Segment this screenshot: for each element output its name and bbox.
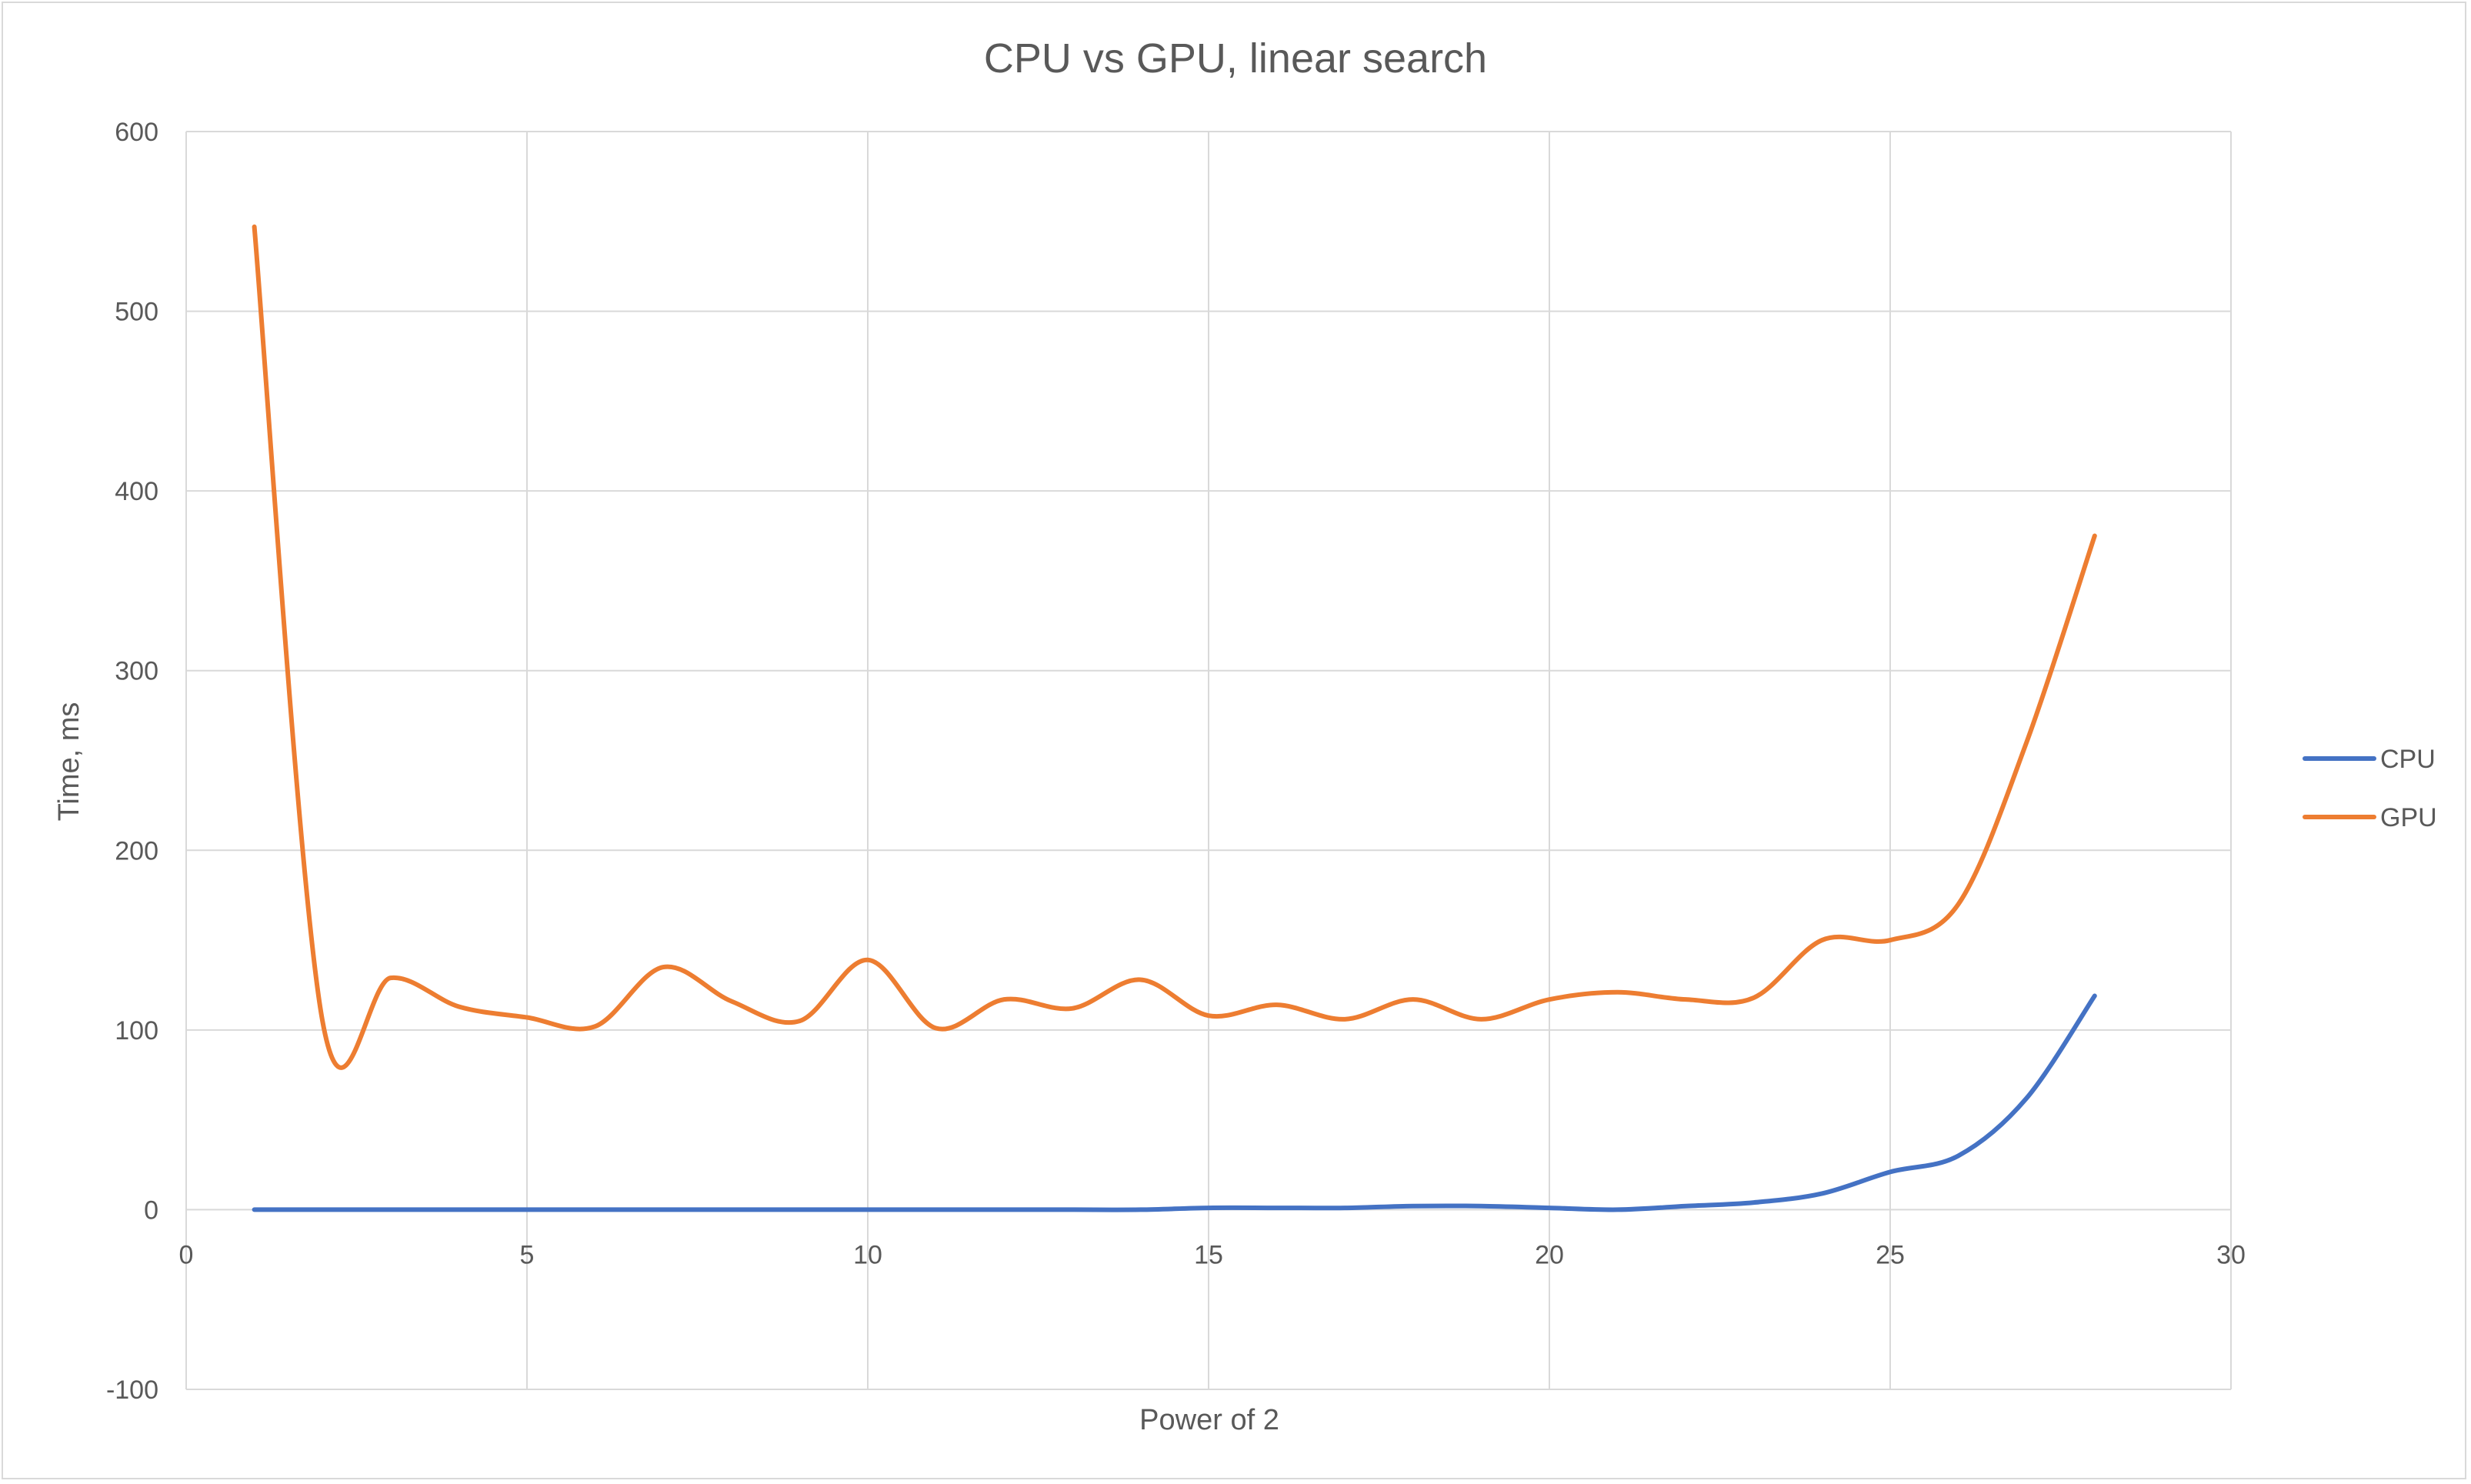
- legend-item-cpu: CPU: [2303, 745, 2436, 774]
- y-tick-label: 500: [115, 298, 158, 327]
- y-tick-label: -100: [106, 1376, 158, 1405]
- series-line-cpu: [252, 993, 2097, 1212]
- x-tick-label: 0: [179, 1240, 194, 1269]
- x-tick-label: 10: [853, 1240, 882, 1269]
- x-tick-label: 5: [520, 1240, 535, 1269]
- y-axis-label: Time, ms: [53, 702, 85, 822]
- x-tick-label: 20: [1535, 1240, 1564, 1269]
- legend-label-cpu: CPU: [2380, 745, 2436, 774]
- x-axis-label: Power of 2: [1139, 1404, 1279, 1436]
- series-line-gpu: [252, 224, 2097, 1070]
- y-tick-label: 100: [115, 1016, 158, 1045]
- y-tick-label: 400: [115, 477, 158, 506]
- y-tick-label: 0: [144, 1196, 158, 1225]
- y-tick-label: 300: [115, 657, 158, 686]
- y-tick-label: 600: [115, 118, 158, 147]
- x-tick-label: 30: [2216, 1240, 2246, 1269]
- series-lines: [252, 224, 2097, 1212]
- tick-labels: -100 0 100 200 300 400 500 600 0 5 10 15 20 25 30: [106, 118, 2246, 1405]
- legend-item-gpu: GPU: [2303, 803, 2437, 832]
- x-tick-label: 15: [1194, 1240, 1223, 1269]
- gridlines: [185, 131, 2232, 1390]
- x-tick-label: 25: [1876, 1240, 1905, 1269]
- legend-label-gpu: GPU: [2380, 803, 2437, 832]
- y-tick-label: 200: [115, 836, 158, 865]
- chart-title: CPU vs GPU, linear search: [984, 35, 1487, 82]
- legend: CPU GPU: [2303, 745, 2437, 832]
